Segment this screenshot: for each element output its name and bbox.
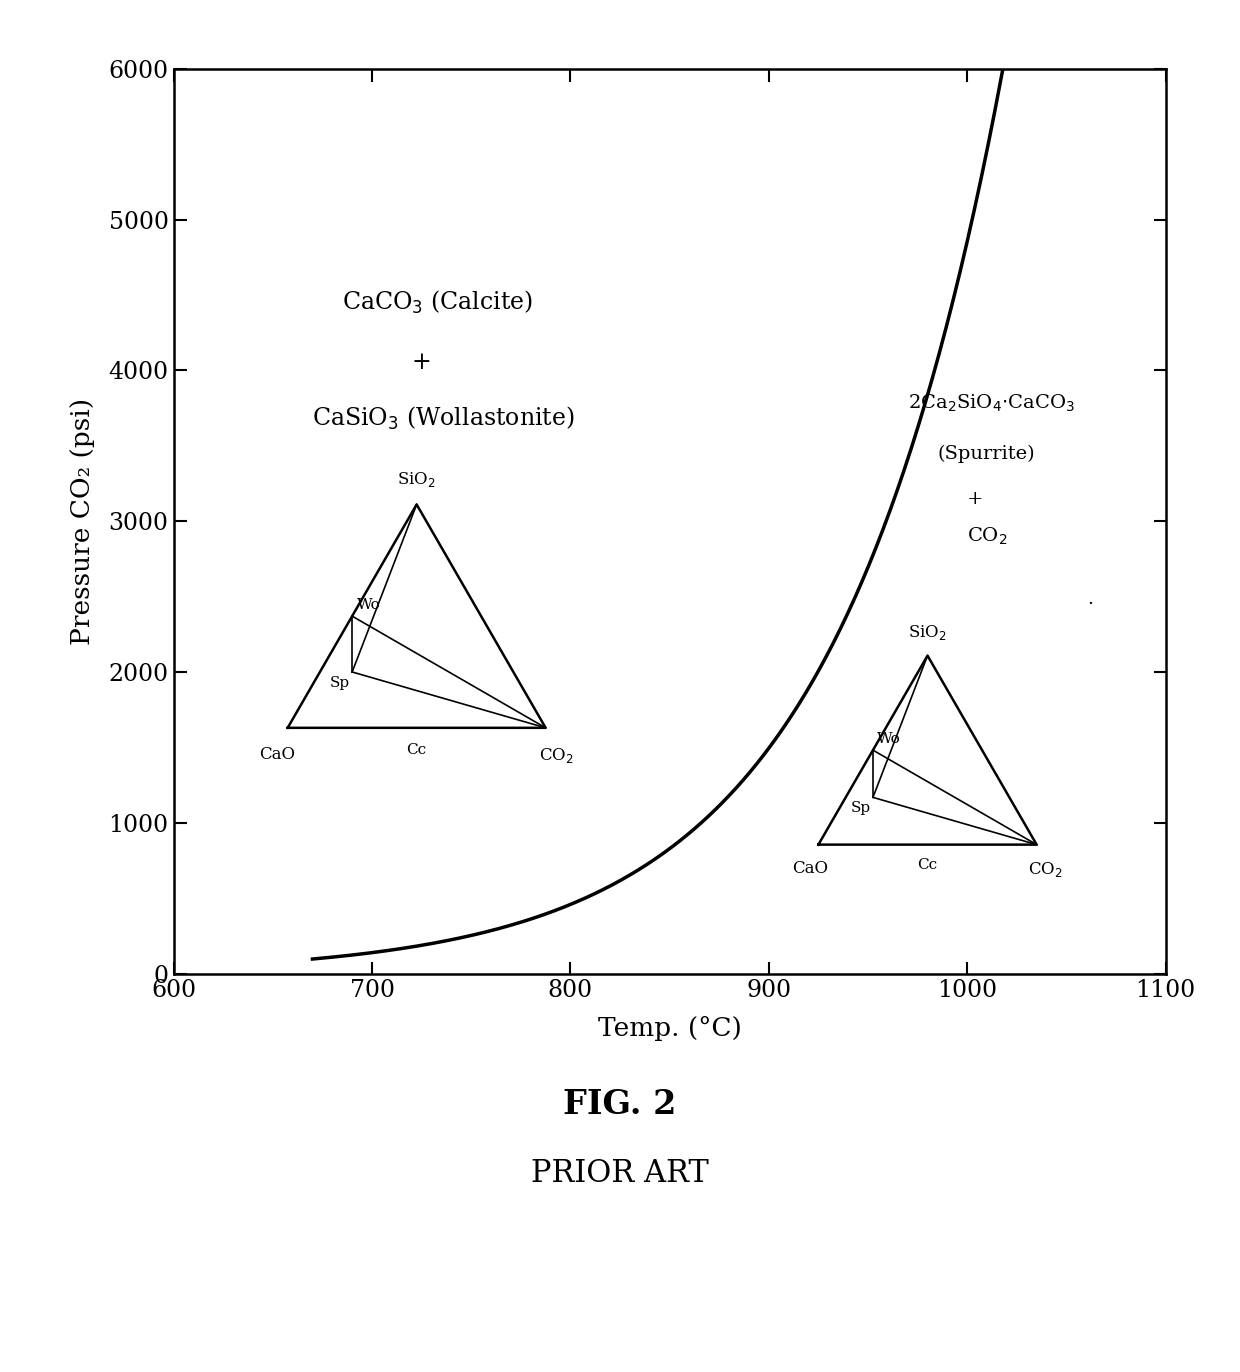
- Text: Cc: Cc: [918, 858, 937, 871]
- Text: +: +: [967, 490, 983, 508]
- Y-axis label: Pressure CO₂ (psi): Pressure CO₂ (psi): [69, 398, 94, 645]
- Text: SiO$_2$: SiO$_2$: [908, 623, 947, 642]
- Text: CO$_2$: CO$_2$: [967, 525, 1008, 547]
- Text: +: +: [412, 351, 432, 375]
- Text: (Spurrite): (Spurrite): [937, 445, 1035, 462]
- Text: CaSiO$_3$ (Wollastonite): CaSiO$_3$ (Wollastonite): [312, 405, 575, 432]
- Text: 2Ca$_2$SiO$_4$$\cdot$CaCO$_3$: 2Ca$_2$SiO$_4$$\cdot$CaCO$_3$: [908, 392, 1074, 414]
- Text: Sp: Sp: [330, 676, 350, 690]
- Text: ·: ·: [1087, 595, 1094, 613]
- Text: CaO: CaO: [791, 860, 827, 877]
- Text: CO$_2$: CO$_2$: [1028, 860, 1063, 878]
- Text: CaCO$_3$ (Calcite): CaCO$_3$ (Calcite): [342, 289, 533, 316]
- Text: PRIOR ART: PRIOR ART: [531, 1158, 709, 1188]
- X-axis label: Temp. (°C): Temp. (°C): [598, 1015, 742, 1041]
- Text: CaO: CaO: [259, 746, 295, 763]
- Text: Sp: Sp: [851, 801, 870, 815]
- Text: Cc: Cc: [407, 744, 427, 757]
- Text: CO$_2$: CO$_2$: [538, 746, 573, 764]
- Text: FIG. 2: FIG. 2: [563, 1088, 677, 1121]
- Text: SiO$_2$: SiO$_2$: [397, 469, 436, 488]
- Text: Wo: Wo: [357, 598, 381, 612]
- Text: Wo: Wo: [878, 733, 901, 746]
